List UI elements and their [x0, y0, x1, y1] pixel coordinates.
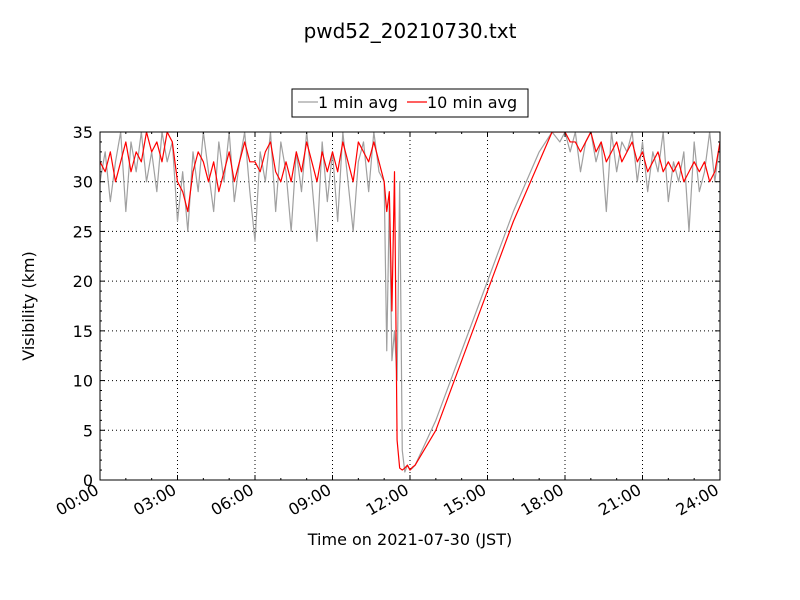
series-line-1 — [100, 132, 720, 471]
y-tick-label: 0 — [83, 471, 93, 490]
legend-label-1: 10 min avg — [427, 93, 517, 112]
plot-series — [100, 132, 720, 473]
legend-box — [291, 88, 529, 118]
y-tick-label: 10 — [73, 372, 93, 391]
y-tick-label: 25 — [73, 222, 93, 241]
legend-label-0: 1 min avg — [318, 93, 398, 112]
y-tick-label: 15 — [73, 322, 93, 341]
chart-title: pwd52_20210730.txt — [304, 19, 517, 43]
legend: 1 min avg 10 min avg — [291, 88, 529, 118]
y-tick-label: 20 — [73, 272, 93, 291]
x-axis-label: Time on 2021-07-30 (JST) — [307, 530, 512, 549]
y-axis-label: Visibility (km) — [19, 251, 38, 360]
y-tick-label: 5 — [83, 421, 93, 440]
grid-lines — [100, 132, 720, 480]
y-tick-label: 30 — [73, 173, 93, 192]
y-tick-label: 35 — [73, 123, 93, 142]
